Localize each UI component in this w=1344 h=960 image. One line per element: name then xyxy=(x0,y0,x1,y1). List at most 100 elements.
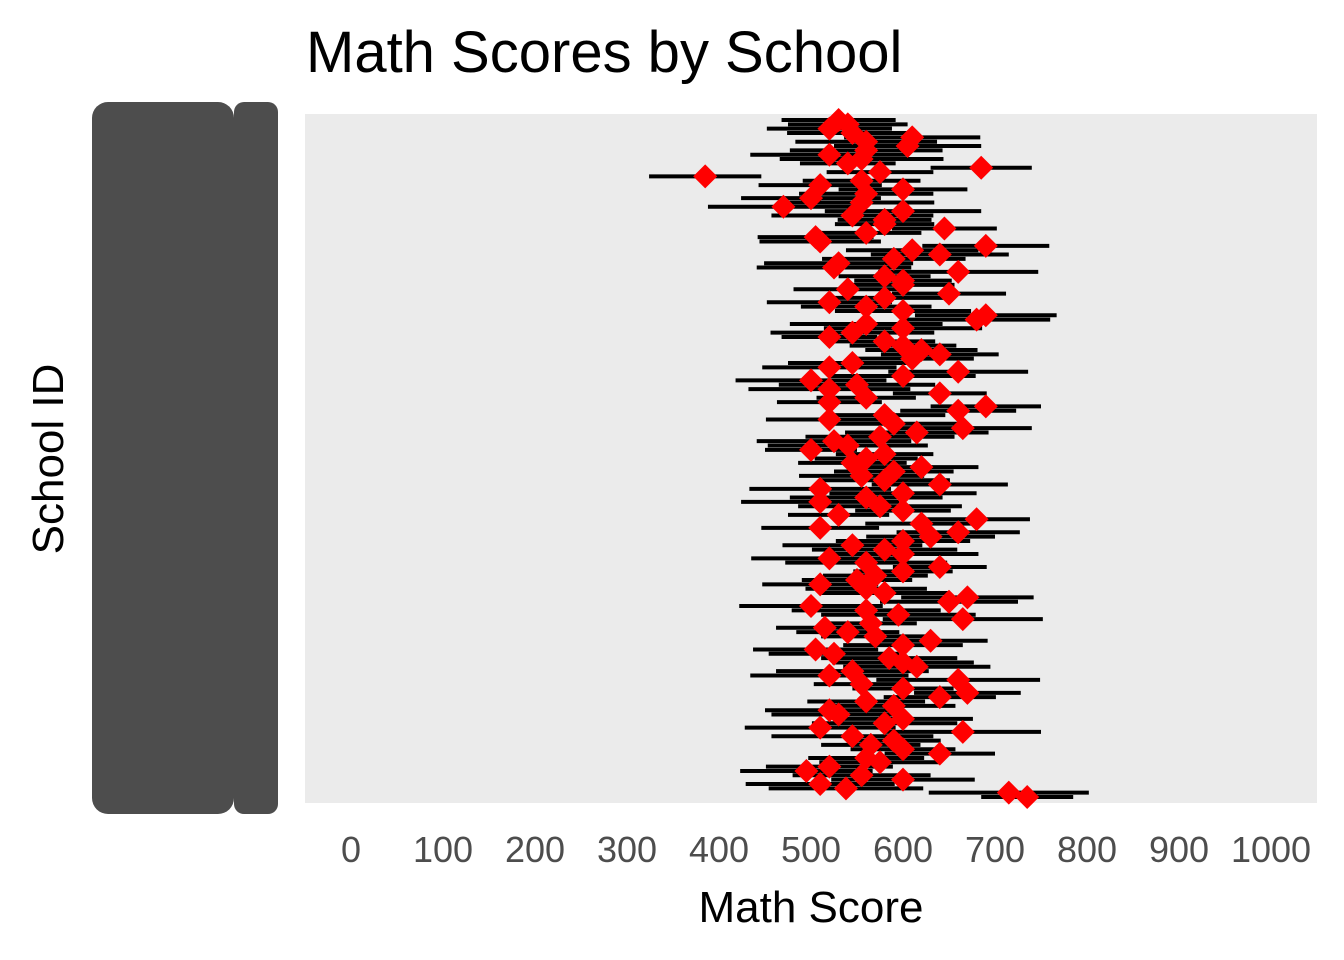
data-point xyxy=(854,220,879,245)
data-point xyxy=(817,324,842,349)
data-point xyxy=(868,424,892,449)
data-point xyxy=(973,394,998,419)
data-point xyxy=(693,164,718,189)
data-point xyxy=(881,728,906,753)
data-point xyxy=(854,485,879,510)
x-tick-label: 200 xyxy=(505,829,565,870)
data-point xyxy=(817,390,842,415)
data-point xyxy=(891,767,915,792)
data-point xyxy=(854,689,879,714)
data-point xyxy=(891,268,915,293)
data-point xyxy=(932,216,957,241)
data-point xyxy=(909,511,934,536)
data-point xyxy=(822,641,846,666)
data-point xyxy=(955,585,980,610)
data-point xyxy=(849,168,874,193)
data-point xyxy=(927,554,952,579)
data-point xyxy=(817,754,842,779)
data-point xyxy=(817,142,842,167)
data-point xyxy=(808,476,833,501)
data-point xyxy=(881,693,906,718)
x-axis-title: Math Score xyxy=(699,883,924,932)
data-point xyxy=(872,329,897,354)
data-point xyxy=(817,290,842,315)
data-point xyxy=(817,663,842,688)
data-point xyxy=(937,589,961,614)
x-tick-label: 700 xyxy=(965,829,1025,870)
data-point xyxy=(886,602,911,627)
data-point xyxy=(817,698,842,723)
data-point xyxy=(950,719,975,744)
data-point xyxy=(891,676,915,701)
data-point xyxy=(840,724,865,749)
data-point xyxy=(835,277,860,302)
data-point xyxy=(808,489,833,514)
data-point xyxy=(808,572,833,597)
data-point xyxy=(891,364,915,389)
data-point xyxy=(872,285,897,310)
data-point xyxy=(872,207,897,232)
data-point xyxy=(872,442,897,467)
data-point xyxy=(909,455,934,480)
x-tick-label: 1000 xyxy=(1231,829,1311,870)
data-point xyxy=(900,238,925,263)
data-point xyxy=(973,303,998,328)
data-point xyxy=(891,541,915,566)
x-axis-ticks: 0 100 200 300 400 500 600 700 800 900 1000 xyxy=(341,829,1311,870)
data-point xyxy=(918,628,943,653)
data-point xyxy=(845,568,869,593)
data-point xyxy=(946,398,971,423)
point-layer xyxy=(693,108,1040,809)
data-point xyxy=(771,194,796,219)
data-point xyxy=(881,459,906,484)
data-point xyxy=(808,715,833,740)
data-point xyxy=(808,771,833,796)
data-point xyxy=(858,732,883,757)
data-point xyxy=(845,372,869,397)
data-point xyxy=(891,498,915,523)
data-point xyxy=(822,429,846,454)
y-axis-title: School ID xyxy=(24,364,73,555)
data-point xyxy=(891,316,915,341)
data-point xyxy=(946,259,971,284)
data-point xyxy=(900,125,925,150)
data-point xyxy=(946,667,971,692)
data-point xyxy=(854,598,879,623)
data-point xyxy=(973,233,998,258)
x-tick-label: 400 xyxy=(689,829,749,870)
x-tick-label: 800 xyxy=(1057,829,1117,870)
data-point xyxy=(891,559,915,584)
data-point xyxy=(817,407,842,432)
data-point xyxy=(849,763,874,788)
data-point xyxy=(808,173,833,198)
data-point xyxy=(927,741,952,766)
data-point xyxy=(872,581,897,606)
y-tick-labels-overplot xyxy=(92,102,234,814)
data-point xyxy=(803,637,828,662)
data-point xyxy=(872,711,897,736)
data-point xyxy=(909,338,934,363)
data-point xyxy=(1015,785,1040,809)
data-point xyxy=(891,481,915,506)
data-point xyxy=(946,520,971,545)
y-axis-labels xyxy=(92,102,278,814)
data-point xyxy=(927,381,952,406)
data-point xyxy=(891,199,915,224)
data-point xyxy=(872,403,897,428)
data-point xyxy=(891,333,915,358)
data-point xyxy=(904,420,929,445)
data-point xyxy=(868,160,892,185)
data-point xyxy=(969,155,994,180)
x-tick-label: 900 xyxy=(1149,829,1209,870)
x-tick-label: 100 xyxy=(413,829,473,870)
data-point xyxy=(794,758,819,783)
data-point xyxy=(891,177,915,202)
data-point xyxy=(937,281,961,306)
data-point xyxy=(891,298,915,323)
data-point xyxy=(840,659,865,684)
data-point xyxy=(854,550,879,575)
data-point xyxy=(881,246,906,271)
data-point xyxy=(808,515,833,540)
data-point xyxy=(833,776,858,801)
chart-title: Math Scores by School xyxy=(306,20,902,85)
